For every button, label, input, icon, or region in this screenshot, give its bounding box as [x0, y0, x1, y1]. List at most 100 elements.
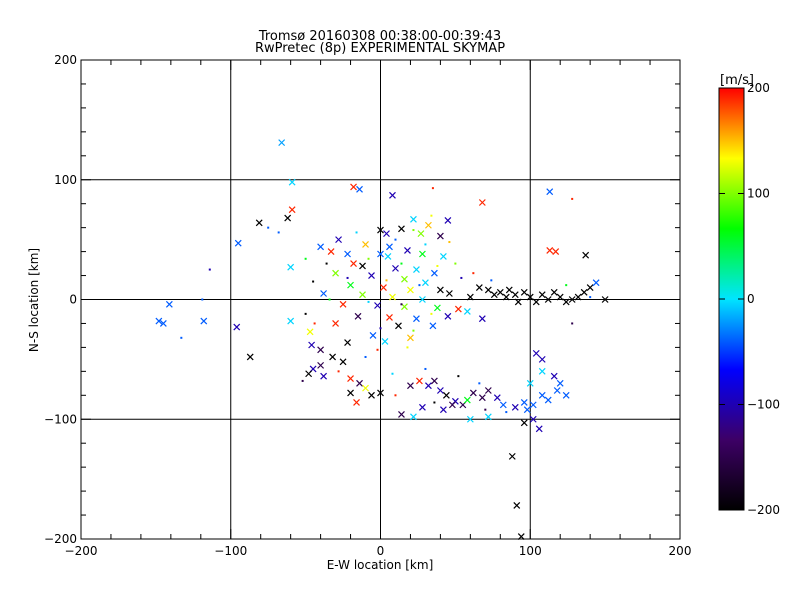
data-point-cross — [535, 425, 543, 433]
data-point-cross — [377, 389, 384, 397]
data-point-dot — [328, 298, 331, 301]
data-point-cross — [520, 288, 528, 296]
data-point-cross — [327, 248, 335, 256]
data-point-dot — [400, 303, 403, 306]
data-point-cross — [544, 396, 552, 404]
data-point-dot — [376, 348, 379, 351]
data-point-dot — [325, 262, 328, 265]
data-point-cross — [347, 389, 354, 397]
data-point-cross — [529, 401, 537, 409]
data-point-cross — [574, 293, 582, 301]
data-point-cross — [234, 239, 242, 247]
data-point-dot — [433, 401, 436, 404]
data-point-cross — [339, 358, 347, 366]
data-point-cross — [278, 139, 286, 147]
data-point-cross — [416, 377, 423, 385]
data-point-dot — [394, 394, 397, 397]
data-point-cross — [484, 286, 492, 294]
data-point-cross — [377, 226, 384, 234]
data-point-cross — [538, 391, 546, 399]
data-point-dot — [418, 284, 421, 287]
data-point-cross — [445, 290, 453, 297]
data-point-cross — [562, 298, 570, 306]
data-point-dot — [346, 276, 349, 279]
data-point-cross — [496, 288, 504, 296]
colorbar-tick-label: 200 — [747, 81, 770, 95]
data-point-cross — [466, 293, 474, 301]
y-tick-label: 0 — [69, 293, 77, 307]
data-point-dot — [424, 367, 427, 370]
data-point-cross — [356, 185, 363, 193]
data-point-cross — [329, 353, 337, 361]
data-point-dot — [412, 229, 415, 232]
data-point-cross — [410, 215, 417, 223]
data-points — [155, 139, 609, 541]
data-point-cross — [159, 320, 167, 327]
colorbar-tick-label: 100 — [747, 187, 770, 201]
data-point-cross — [383, 230, 390, 238]
data-point-cross — [538, 291, 546, 299]
data-point-dot — [208, 268, 211, 271]
data-point-cross — [478, 394, 486, 402]
data-point-cross — [362, 240, 369, 248]
data-point-cross — [354, 312, 362, 320]
data-point-cross — [404, 246, 411, 254]
data-point-dot — [201, 298, 204, 301]
data-point-dot — [364, 355, 367, 358]
data-point-cross — [419, 403, 426, 411]
data-point-dot — [406, 346, 409, 349]
data-point-cross — [368, 272, 375, 279]
data-point-cross — [246, 353, 254, 361]
data-point-cross — [592, 279, 600, 287]
data-point-dot — [589, 296, 592, 299]
data-point-cross — [544, 296, 552, 303]
data-point-cross — [502, 293, 510, 301]
data-point-cross — [410, 413, 417, 421]
data-point-cross — [436, 232, 444, 240]
data-point-cross — [288, 206, 296, 214]
data-point-dot — [430, 214, 433, 217]
data-point-cross — [384, 252, 392, 260]
data-point-dot — [431, 187, 434, 190]
data-point-cross — [556, 293, 564, 301]
data-point-cross — [308, 341, 316, 349]
data-point-cross — [419, 296, 426, 303]
data-point-cross — [389, 293, 396, 301]
data-point-cross — [381, 337, 389, 345]
data-point-cross — [344, 250, 351, 258]
y-axis-ticks: −200 −100 0 100 200 — [44, 53, 680, 546]
data-point-cross — [553, 387, 561, 394]
colorbar-label: [m/s] — [720, 73, 754, 88]
data-point-cross — [429, 322, 437, 330]
data-point-cross — [478, 315, 486, 323]
colorbar: [m/s] −200 −100 0 100 200 — [718, 73, 780, 517]
x-tick-label: −100 — [214, 544, 247, 558]
data-point-dot — [565, 284, 568, 287]
data-point-dot — [484, 408, 487, 411]
data-point-cross — [556, 379, 564, 387]
x-tick-label: −200 — [65, 544, 98, 558]
colorbar-tick-label: 0 — [747, 292, 755, 306]
data-point-dot — [312, 280, 315, 283]
plot-area: −200 −100 0 100 200 −200 −100 0 100 200 — [44, 53, 691, 558]
data-point-cross — [550, 288, 558, 296]
data-point-cross — [288, 178, 296, 186]
data-point-cross — [424, 382, 432, 390]
data-point-cross — [526, 379, 534, 387]
data-point-cross — [478, 199, 486, 206]
data-point-cross — [513, 502, 521, 509]
data-point-cross — [448, 401, 456, 409]
grid-lines — [81, 60, 680, 539]
data-point-cross — [436, 286, 444, 294]
data-point-cross — [233, 323, 241, 331]
data-point-cross — [439, 406, 447, 414]
data-point-dot — [379, 327, 382, 330]
data-point-cross — [395, 322, 402, 330]
data-point-dot — [400, 262, 403, 265]
data-point-cross — [520, 419, 528, 427]
data-point-cross — [317, 346, 325, 354]
data-point-cross — [344, 339, 351, 347]
x-tick-label: 100 — [519, 544, 542, 558]
data-point-cross — [287, 317, 295, 325]
